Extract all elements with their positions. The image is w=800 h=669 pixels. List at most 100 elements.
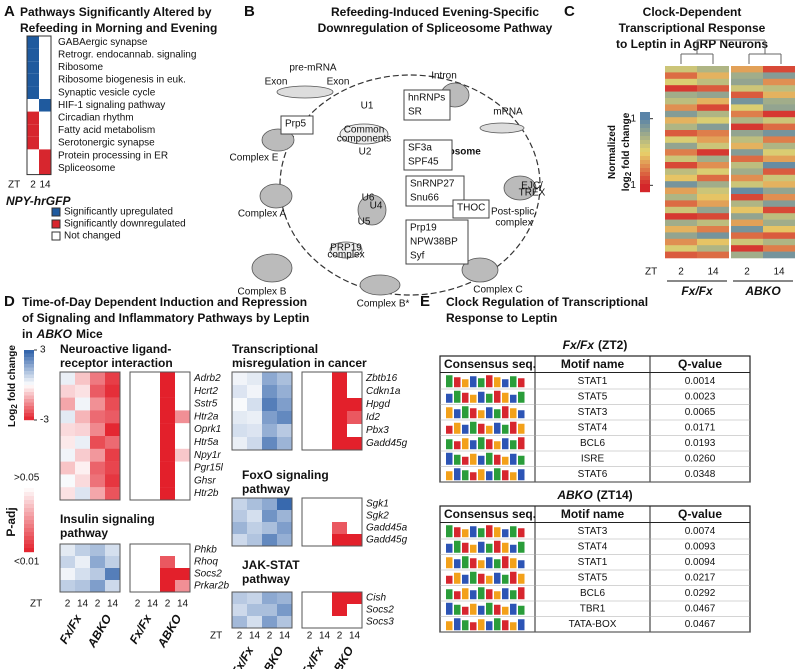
heatmap-cell <box>763 91 795 99</box>
motif-logo-letter <box>502 456 509 465</box>
pre-mrna-shape <box>276 85 334 99</box>
padj-cell <box>145 397 160 411</box>
fold-cell <box>60 474 75 488</box>
fold-cell <box>247 437 262 451</box>
fold-cell <box>247 510 262 523</box>
colorbar-step <box>24 388 34 393</box>
colorbar-step <box>640 144 650 149</box>
fold-cell <box>105 384 120 398</box>
heatmap-cell <box>731 98 763 105</box>
gene-name: Phkb <box>194 545 217 556</box>
padj-cell <box>317 510 332 523</box>
heatmap-cell <box>763 194 795 201</box>
heatmap-cell <box>665 200 697 208</box>
motif-logo-letter <box>494 591 501 600</box>
fold-cell <box>247 385 262 399</box>
heatmap-cell <box>731 232 763 240</box>
fold-cell <box>262 424 277 438</box>
fold-cell <box>277 534 292 547</box>
fold-cell <box>105 410 120 424</box>
pathway-name: Retrogr. endocannab. signaling <box>58 50 196 61</box>
heatmap-cell <box>763 245 795 252</box>
motif-logo-letter <box>470 440 477 450</box>
padj-cell <box>145 410 160 424</box>
heatmap-cell <box>731 123 763 131</box>
fold-cell <box>277 616 292 629</box>
heatmap-cell <box>39 36 51 49</box>
heatmap-cell <box>39 136 51 150</box>
padj-cell <box>145 556 160 569</box>
padj-cell <box>317 424 332 438</box>
heatmap-cell <box>665 66 697 73</box>
column-label: 14 <box>147 599 159 610</box>
heatmap-cell <box>39 162 51 175</box>
fold-cell <box>232 616 247 629</box>
q-value: 0.0074 <box>685 526 716 537</box>
motif-logo-letter <box>478 541 485 553</box>
motif-name: STAT5 <box>578 391 608 402</box>
heatmap-cell <box>697 251 729 259</box>
gene-name: Sgk1 <box>366 499 389 510</box>
padj-cell <box>332 510 347 523</box>
gene-name: Socs2 <box>366 605 394 616</box>
factor-box <box>405 219 469 265</box>
column-label: 14 <box>107 599 119 610</box>
gene-name: Id2 <box>366 412 380 423</box>
motif-logo-letter <box>518 455 525 465</box>
fold-cell <box>90 384 105 398</box>
padj-cell <box>175 568 190 581</box>
legend-text: Not changed <box>64 231 121 242</box>
motif-logo-letter <box>510 376 517 388</box>
heatmap-frame <box>59 543 121 593</box>
motif-logo-letter <box>502 424 509 434</box>
heatmap-cell <box>763 117 795 124</box>
colorbar-step <box>24 504 34 509</box>
panel-title: Time-of-Day Dependent Induction and Repr… <box>22 295 307 309</box>
padj-cell <box>302 372 317 386</box>
factor-name: SR <box>408 107 422 118</box>
heatmap-cell <box>731 251 763 259</box>
fold-cell <box>90 568 105 581</box>
fold-cell <box>247 372 262 386</box>
motif-logo-letter <box>454 540 461 553</box>
heatmap-cell <box>697 123 729 131</box>
fold-cell <box>90 448 105 462</box>
colorbar-step <box>640 120 650 125</box>
padj-cell <box>160 436 175 449</box>
heatmap-cell <box>665 149 697 156</box>
factor-name: Prp5 <box>285 119 307 130</box>
padj-cell <box>332 411 347 425</box>
pathway-title: pathway <box>242 482 290 496</box>
colorbar-step <box>24 406 34 410</box>
motif-logo-letter <box>462 574 469 584</box>
motif-logo-letter <box>462 438 469 450</box>
padj-cell <box>302 385 317 399</box>
padj-cell <box>317 437 332 451</box>
padj-cell <box>175 423 190 437</box>
motif-logo-letter <box>502 588 509 600</box>
motif-logo-letter <box>446 602 453 615</box>
motif-logo-letter <box>470 544 477 553</box>
padj-cell <box>160 556 175 569</box>
pathway-name: Spliceosome <box>58 163 116 174</box>
motif-logo-letter <box>446 621 453 631</box>
padj-cell <box>145 436 160 449</box>
motif-logo-letter <box>470 603 477 615</box>
padj-cell <box>130 410 145 424</box>
gene-name: Prkar2b <box>194 581 229 592</box>
motif-logo-letter <box>478 605 485 615</box>
column-label: 2 <box>744 267 750 278</box>
padj-cell <box>347 534 362 547</box>
table-header: Motif name <box>561 507 625 521</box>
column-label: 14 <box>707 267 719 278</box>
fold-cell <box>262 604 277 617</box>
colorbar-step <box>640 116 650 121</box>
heatmap-cell <box>763 219 795 227</box>
fold-cell <box>60 544 75 557</box>
motif-logo-letter <box>478 560 485 569</box>
padj-cell <box>347 510 362 523</box>
colorbar-step <box>24 492 34 497</box>
fold-cell <box>262 398 277 412</box>
fold-cell <box>60 556 75 569</box>
fold-cell <box>75 410 90 424</box>
